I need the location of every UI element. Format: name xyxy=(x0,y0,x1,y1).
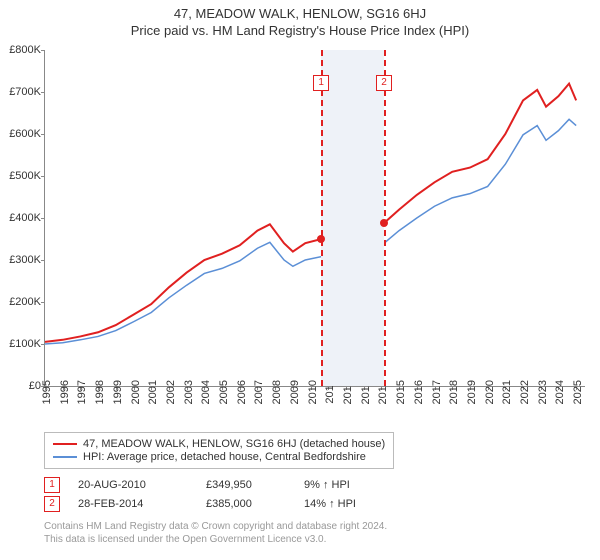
x-axis-tick-label: 2024 xyxy=(554,380,566,404)
series-line xyxy=(45,84,576,342)
legend-row: HPI: Average price, detached house, Cent… xyxy=(53,451,385,463)
x-axis-tick-label: 2018 xyxy=(448,380,460,404)
sale-date: 20-AUG-2010 xyxy=(78,479,188,491)
y-axis-tick-label: £400K xyxy=(1,212,41,224)
sale-detail-row: 2 28-FEB-2014 £385,000 14% ↑ HPI xyxy=(44,496,584,512)
x-axis-tick-label: 2023 xyxy=(537,380,549,404)
sale-number-box: 1 xyxy=(44,477,60,493)
x-axis-tick-label: 2019 xyxy=(466,380,478,404)
sale-price: £349,950 xyxy=(206,479,286,491)
x-axis-tick-label: 2025 xyxy=(572,380,584,404)
y-axis-tick-label: £100K xyxy=(1,338,41,350)
x-axis-tick-label: 2022 xyxy=(519,380,531,404)
x-axis-tick-label: 2010 xyxy=(307,380,319,404)
sale-vline xyxy=(321,50,323,386)
chart-svg xyxy=(45,50,585,386)
x-axis-tick-label: 1998 xyxy=(94,380,106,404)
legend-and-footer: 47, MEADOW WALK, HENLOW, SG16 6HJ (detac… xyxy=(44,432,584,546)
x-axis-tick-label: 2006 xyxy=(236,380,248,404)
x-axis-tick-label: 1999 xyxy=(112,380,124,404)
x-axis-tick-label: 2003 xyxy=(183,380,195,404)
y-axis-tick-label: £0 xyxy=(1,380,41,392)
legend-row: 47, MEADOW WALK, HENLOW, SG16 6HJ (detac… xyxy=(53,438,385,450)
title-address: 47, MEADOW WALK, HENLOW, SG16 6HJ xyxy=(0,6,600,21)
y-axis-tick-label: £700K xyxy=(1,86,41,98)
x-axis-tick-label: 2007 xyxy=(253,380,265,404)
title-block: 47, MEADOW WALK, HENLOW, SG16 6HJ Price … xyxy=(0,0,600,38)
sale-marker-label: 1 xyxy=(313,75,329,91)
x-axis-tick-label: 2015 xyxy=(395,380,407,404)
legend-swatch xyxy=(53,443,77,445)
y-axis-tick-label: £600K xyxy=(1,128,41,140)
legend-label: 47, MEADOW WALK, HENLOW, SG16 6HJ (detac… xyxy=(83,438,385,450)
series-line xyxy=(45,119,576,344)
footer-attribution: Contains HM Land Registry data © Crown c… xyxy=(44,520,584,546)
sale-detail-row: 1 20-AUG-2010 £349,950 9% ↑ HPI xyxy=(44,477,584,493)
y-axis-tick-label: £800K xyxy=(1,44,41,56)
legend-label: HPI: Average price, detached house, Cent… xyxy=(83,451,366,463)
y-axis-tick-label: £200K xyxy=(1,296,41,308)
footer-line1: Contains HM Land Registry data © Crown c… xyxy=(44,520,584,533)
sale-vs-hpi: 9% ↑ HPI xyxy=(304,479,350,491)
x-axis-tick-label: 2002 xyxy=(165,380,177,404)
sale-rows: 1 20-AUG-2010 £349,950 9% ↑ HPI 2 28-FEB-2014… xyxy=(44,477,584,512)
x-axis-tick-label: 1997 xyxy=(76,380,88,404)
sale-point xyxy=(317,235,325,243)
sale-point xyxy=(380,219,388,227)
x-axis-tick-label: 2020 xyxy=(484,380,496,404)
x-axis-tick-label: 2005 xyxy=(218,380,230,404)
footer-line2: This data is licensed under the Open Gov… xyxy=(44,533,584,546)
y-axis-tick-label: £500K xyxy=(1,170,41,182)
x-axis-tick-label: 2016 xyxy=(413,380,425,404)
x-axis-tick-label: 1995 xyxy=(41,380,53,404)
x-axis-tick-label: 2009 xyxy=(289,380,301,404)
sale-vs-hpi: 14% ↑ HPI xyxy=(304,498,356,510)
legend-box: 47, MEADOW WALK, HENLOW, SG16 6HJ (detac… xyxy=(44,432,394,469)
legend-swatch xyxy=(53,456,77,458)
x-axis-tick-label: 2017 xyxy=(431,380,443,404)
x-axis-tick-label: 2021 xyxy=(501,380,513,404)
chart-plot-area: £0£100K£200K£300K£400K£500K£600K£700K£80… xyxy=(44,50,585,387)
x-axis-tick-label: 1996 xyxy=(59,380,71,404)
x-axis-tick-label: 2004 xyxy=(200,380,212,404)
sale-date: 28-FEB-2014 xyxy=(78,498,188,510)
sale-marker-label: 2 xyxy=(376,75,392,91)
sale-number-box: 2 xyxy=(44,496,60,512)
x-axis-tick-label: 2008 xyxy=(271,380,283,404)
highlight-band xyxy=(321,50,384,386)
title-subtitle: Price paid vs. HM Land Registry's House … xyxy=(0,23,600,38)
sale-price: £385,000 xyxy=(206,498,286,510)
y-axis-tick-label: £300K xyxy=(1,254,41,266)
x-axis-tick-label: 2001 xyxy=(147,380,159,404)
sale-vline xyxy=(384,50,386,386)
chart-container: 47, MEADOW WALK, HENLOW, SG16 6HJ Price … xyxy=(0,0,600,560)
x-axis-tick-label: 2000 xyxy=(130,380,142,404)
